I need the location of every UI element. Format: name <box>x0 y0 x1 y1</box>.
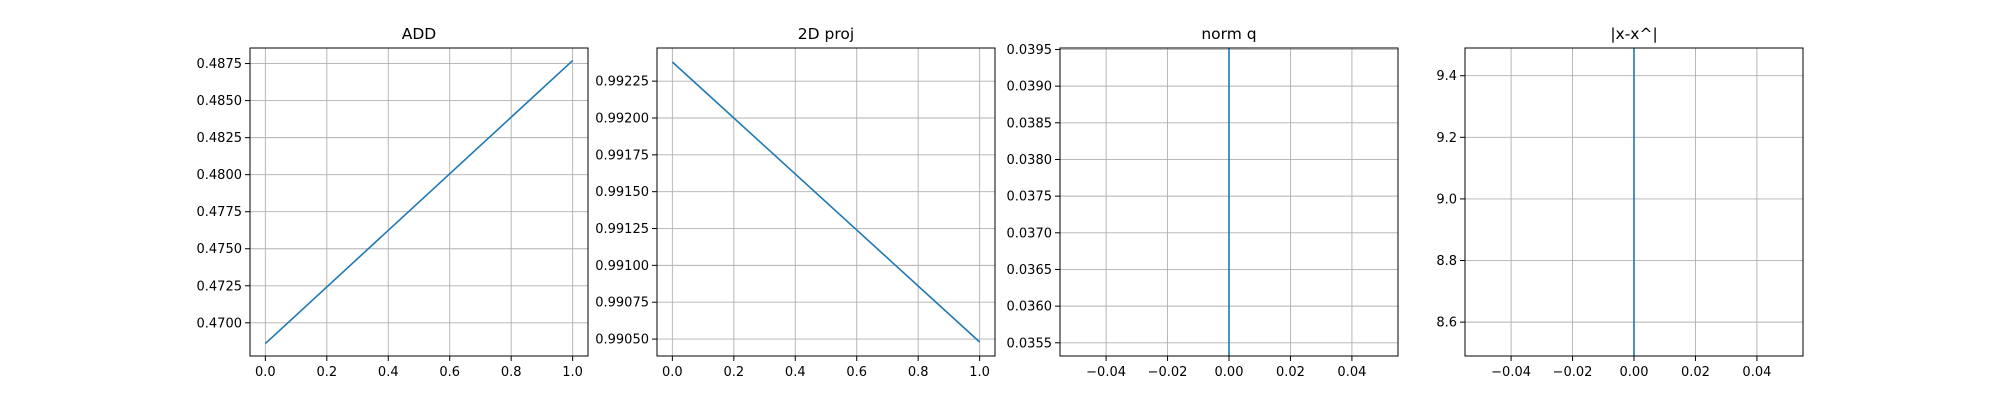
x-tick-label: 0.00 <box>1620 365 1649 380</box>
y-tick-label: 0.4875 <box>197 57 243 72</box>
x-tick-label: −0.04 <box>1086 365 1126 380</box>
x-tick-label: 0.4 <box>785 365 806 380</box>
y-tick-label: 0.4800 <box>197 168 243 183</box>
y-tick-label: 0.99100 <box>595 259 649 274</box>
y-tick-label: 0.0375 <box>1007 190 1053 205</box>
x-tick-label: 0.02 <box>1276 365 1305 380</box>
x-tick-label: 0.0 <box>662 365 683 380</box>
y-tick-label: 9.4 <box>1436 69 1457 84</box>
chart-title: ADD <box>402 25 437 43</box>
subplot-add: 0.0 0.2 0.4 0.6 0.8 1.0 0.4700 0.4725 0.4750 0.47… <box>197 25 589 380</box>
axes-frame <box>656 47 996 357</box>
x-tick-label: 0.4 <box>378 365 399 380</box>
x-tick-label: 0.6 <box>846 365 867 380</box>
x-tick-label: 0.02 <box>1681 365 1710 380</box>
series-line <box>264 60 574 345</box>
y-tick-label: 0.0380 <box>1007 153 1053 168</box>
y-tick-label: 0.99125 <box>595 222 649 237</box>
x-tick-label: −0.02 <box>1148 365 1188 380</box>
y-tick-label: 0.4750 <box>197 242 243 257</box>
chart-title: 2D proj <box>798 25 854 43</box>
y-tick-label: 0.0390 <box>1007 80 1053 95</box>
x-tick-label: 0.2 <box>316 365 337 380</box>
x-tick-label: 0.04 <box>1742 365 1771 380</box>
x-tick-label: −0.04 <box>1491 365 1531 380</box>
y-tick-label: 0.0365 <box>1007 263 1053 278</box>
y-tick-label: 8.6 <box>1436 316 1457 331</box>
subplot-norm-q: −0.04 −0.02 0.00 0.02 0.04 0.0355 0.0360 0.0365… <box>1007 25 1399 380</box>
x-tick-label: 0.04 <box>1337 365 1366 380</box>
series-line <box>671 61 981 343</box>
y-tick-label: 0.99175 <box>595 148 649 163</box>
x-tick-label: 0.8 <box>501 365 522 380</box>
y-tick-label: 0.0355 <box>1007 336 1053 351</box>
y-tick-label: 0.4825 <box>197 131 243 146</box>
y-tick-label: 0.4775 <box>197 205 243 220</box>
y-tick-label: 9.2 <box>1436 131 1457 146</box>
y-tick-label: 0.99225 <box>595 75 649 90</box>
y-tick-label: 0.99050 <box>595 333 649 348</box>
y-tick-label: 9.0 <box>1436 192 1457 207</box>
x-tick-label: 0.0 <box>255 365 276 380</box>
y-tick-label: 0.0370 <box>1007 226 1053 241</box>
y-tick-label: 0.4700 <box>197 316 243 331</box>
subplot-2d-proj: 0.0 0.2 0.4 0.6 0.8 1.0 0.99050 0.99075 0.99100 0… <box>595 25 996 380</box>
x-tick-label: 1.0 <box>969 365 990 380</box>
x-tick-label: 0.2 <box>723 365 744 380</box>
x-tick-label: 0.8 <box>908 365 929 380</box>
y-tick-label: 0.0395 <box>1007 43 1053 58</box>
y-tick-label: 0.99150 <box>595 185 649 200</box>
x-tick-label: 0.6 <box>439 365 460 380</box>
y-tick-label: 0.0385 <box>1007 116 1053 131</box>
axes-frame <box>249 47 589 357</box>
y-tick-label: 8.8 <box>1436 254 1457 269</box>
y-tick-label: 0.4725 <box>197 279 243 294</box>
chart-title: |x-x^| <box>1610 25 1657 43</box>
y-tick-label: 0.99200 <box>595 112 649 127</box>
y-tick-label: 0.99075 <box>595 296 649 311</box>
subplot-x-error: −0.04 −0.02 0.00 0.02 0.04 8.6 8.8 9.0 9.2 9.4 |x-… <box>1436 25 1804 380</box>
x-tick-label: 1.0 <box>562 365 583 380</box>
x-tick-label: 0.00 <box>1215 365 1244 380</box>
x-tick-label: −0.02 <box>1553 365 1593 380</box>
y-tick-label: 0.0360 <box>1007 300 1053 315</box>
y-tick-label: 0.4850 <box>197 94 243 109</box>
chart-title: norm q <box>1201 25 1256 43</box>
